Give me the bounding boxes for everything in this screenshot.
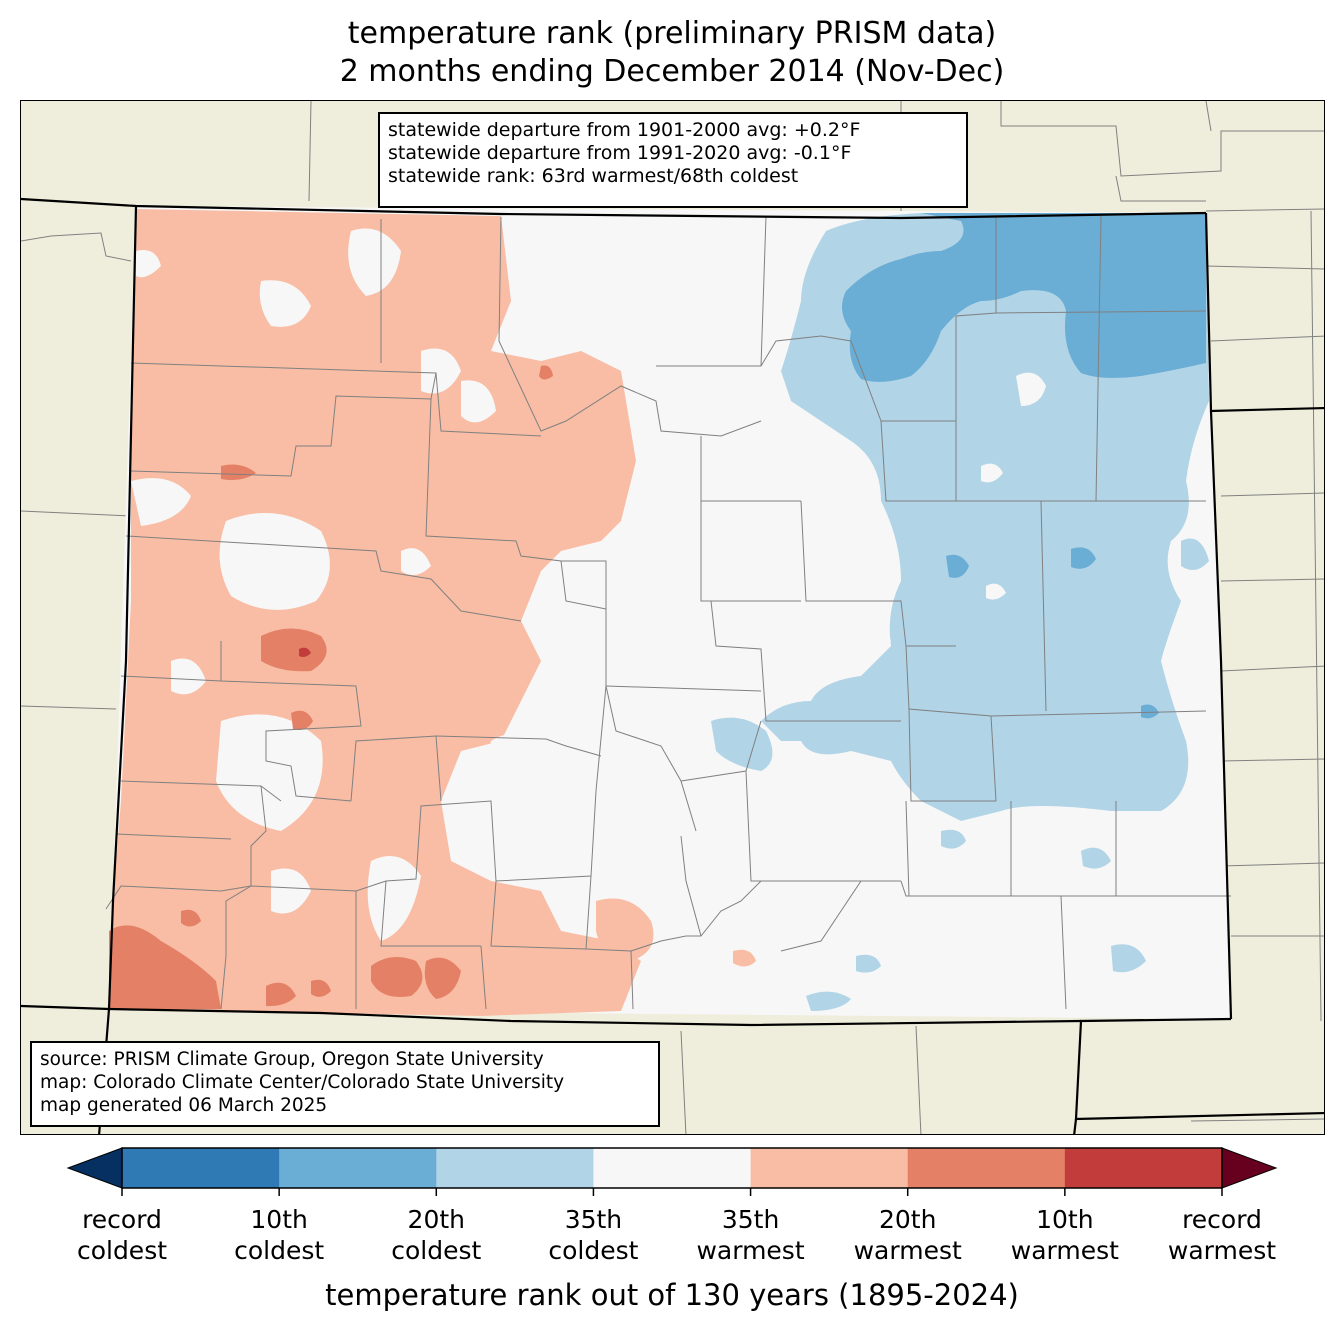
- cold-20th-zones: [842, 213, 1206, 719]
- colorbar-segment: [436, 1148, 594, 1188]
- colorbar-tick-label-line1: 10th: [1036, 1205, 1094, 1234]
- colorbar-tick-label: 20th warmest: [828, 1204, 988, 1266]
- colorbar-tick-label: record warmest: [1142, 1204, 1302, 1266]
- colorbar-tick-label: 35th warmest: [671, 1204, 831, 1266]
- map-title-line1: temperature rank (preliminary PRISM data…: [347, 16, 997, 51]
- colorbar-title: temperature rank out of 130 years (1895-…: [325, 1278, 1019, 1312]
- colorbar-tick-label-line1: 10th: [250, 1205, 308, 1234]
- map-title-line2: 2 months ending December 2014 (Nov-Dec): [339, 54, 1005, 89]
- neutral-holes-west: [131, 228, 536, 941]
- colorbar-tick-label-line2: coldest: [391, 1236, 482, 1265]
- source-generated-date: map generated 06 March 2025: [40, 1095, 328, 1116]
- colorbar-tick-label-line1: record: [82, 1205, 162, 1234]
- colorbar-tick-label: 35th coldest: [513, 1204, 673, 1266]
- source-prism: source: PRISM Climate Group, Oregon Stat…: [40, 1049, 544, 1070]
- statewide-stats-box: statewide departure from 1901-2000 avg: …: [378, 112, 968, 208]
- source-map-credit: map: Colorado Climate Center/Colorado St…: [40, 1072, 565, 1093]
- colorbar-tick-label-line1: 35th: [721, 1205, 780, 1234]
- colorbar-ticks: [121, 1188, 1223, 1196]
- colorbar-tick-label-line1: 20th: [407, 1205, 466, 1234]
- stats-statewide-rank: statewide rank: 63rd warmest/68th coldes…: [388, 165, 799, 187]
- source-box: source: PRISM Climate Group, Oregon Stat…: [30, 1041, 660, 1127]
- colorbar-tick-label: 10th coldest: [199, 1204, 359, 1266]
- map-panel: [20, 100, 1325, 1135]
- colorbar-tick-label-line2: coldest: [234, 1236, 325, 1265]
- warm-20th-zones: [109, 365, 553, 1009]
- colorbar-tick-label-line1: 20th: [878, 1205, 937, 1234]
- colorbar-tick-label-line2: coldest: [76, 1236, 168, 1265]
- colorbar-segment: [907, 1148, 1066, 1188]
- colorbar-tick-label-line1: record: [1182, 1205, 1262, 1234]
- colorbar-tick-label-line2: coldest: [548, 1236, 639, 1265]
- colorbar-segment: [122, 1148, 280, 1188]
- stats-departure-1901-2000: statewide departure from 1901-2000 avg: …: [388, 119, 861, 141]
- colorbar-tick-label-line2: warmest: [1167, 1236, 1277, 1265]
- neutral-holes-east: [851, 372, 1046, 657]
- colorbar-outline: [121, 1147, 1223, 1189]
- colorbar: [66, 1147, 1278, 1196]
- colorbar-tick-label-line2: warmest: [1010, 1236, 1119, 1265]
- county-lines: [105, 215, 1231, 1010]
- colorbar-segments: [122, 1148, 1223, 1188]
- colorbar-segment: [279, 1148, 437, 1188]
- colorbar-tick-label: 10th warmest: [985, 1204, 1145, 1266]
- colorbar-tick-label: record coldest: [42, 1204, 202, 1266]
- colorbar-tick-label: 20th coldest: [356, 1204, 516, 1266]
- colorbar-segment: [750, 1148, 909, 1188]
- colorbar-left-extension: [66, 1147, 123, 1189]
- neighbor-state-lines: [21, 101, 1324, 1134]
- colorbar-right-extension: [1221, 1147, 1278, 1189]
- colorbar-segment: [593, 1148, 752, 1188]
- colorbar-segment: [1064, 1148, 1223, 1188]
- stats-departure-1991-2020: statewide departure from 1991-2020 avg: …: [388, 142, 852, 164]
- colorbar-tick-label-line2: warmest: [853, 1236, 962, 1265]
- colorbar-tick-label-line2: warmest: [696, 1236, 805, 1265]
- colorbar-tick-label-line1: 35th: [564, 1205, 623, 1234]
- colorado-rank-map: [21, 101, 1324, 1134]
- warm-10th-zones: [299, 647, 311, 657]
